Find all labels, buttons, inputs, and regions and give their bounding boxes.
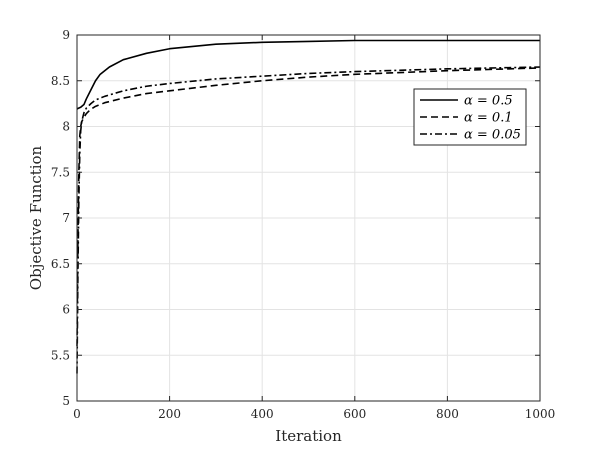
tick-labels: 0 200 400 600 800 1000 5 5.5 6 6.5 7 7.5 8 8.5 9 [51, 28, 555, 421]
y-axis-label: Objective Function [27, 145, 45, 290]
y-tick-label: 7.5 [51, 165, 70, 179]
y-tick-label: 8.5 [51, 74, 70, 88]
x-tick-label: 600 [343, 407, 366, 421]
legend-label-1: α = 0.5 [464, 94, 513, 109]
y-tick-label: 5.5 [51, 348, 70, 362]
y-tick-label: 8 [62, 120, 70, 134]
y-tick-label: 9 [62, 28, 70, 42]
axes [76, 34, 541, 402]
x-tick-label: 1000 [525, 407, 556, 421]
legend: α = 0.5 α = 0.1 α = 0.05 [413, 88, 527, 146]
legend-label-3: α = 0.05 [464, 128, 521, 143]
y-tick-label: 5 [62, 394, 70, 408]
legend-label-2: α = 0.1 [464, 111, 513, 126]
series-line-3 [76, 66, 541, 374]
x-tick-label: 400 [251, 407, 274, 421]
series-line-1 [76, 39, 540, 110]
x-axis-label: Iteration [275, 427, 342, 445]
y-tick-label: 7 [62, 211, 70, 225]
y-tick-label: 6 [62, 303, 70, 317]
series-lines [76, 39, 541, 374]
series-line-2 [76, 67, 541, 347]
x-tick-label: 0 [73, 407, 81, 421]
y-tick-label: 6.5 [51, 257, 70, 271]
x-tick-label: 200 [158, 407, 181, 421]
x-tick-label: 800 [436, 407, 459, 421]
